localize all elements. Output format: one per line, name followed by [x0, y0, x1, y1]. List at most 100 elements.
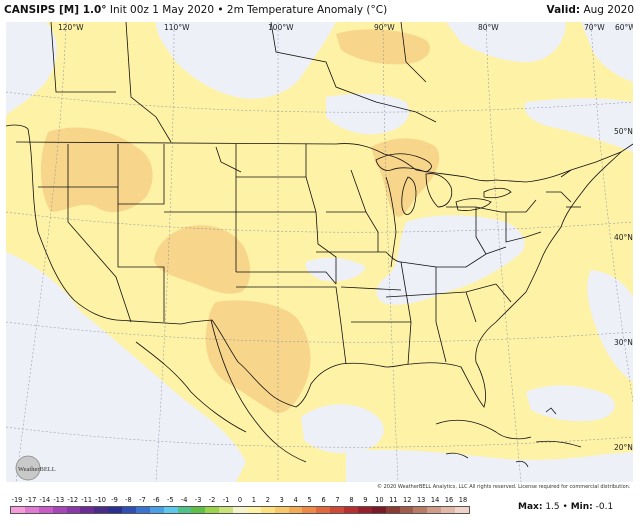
legend-color-cell	[413, 507, 428, 513]
legend-tick-label: 4	[293, 496, 298, 504]
legend-color-cell	[163, 507, 178, 513]
lon-label: 110°W	[164, 23, 190, 32]
color-legend: -19 -17 -14 -13 -12 -11 -10 -9 -8 -7 -6 -5 -4 -3 -2 -1 0…	[10, 495, 470, 521]
legend-tick-label: -19	[11, 496, 23, 504]
lat-label: 50°N	[614, 127, 633, 136]
logo-text: WeatherBELL	[18, 466, 56, 473]
legend-color-cell	[149, 507, 164, 513]
legend-color-cell	[38, 507, 53, 513]
lat-label: 40°N	[614, 233, 633, 242]
legend-tick-label: 0	[237, 496, 243, 504]
legend-color-cell	[122, 507, 136, 513]
copyright-notice: © 2020 WeatherBELL Analytics, LLC All ri…	[377, 484, 631, 490]
legend-tick-label: 16	[444, 496, 454, 504]
lon-label: 70°W	[584, 23, 605, 32]
anomaly-map: 120°W 110°W 100°W 90°W 80°W 70°W 60°W 50…	[6, 22, 633, 482]
legend-tick-label: -8	[125, 496, 132, 504]
legend-color-cell	[66, 507, 81, 513]
legend-color-cell	[135, 507, 150, 513]
longitude-labels: 120°W 110°W 100°W 90°W 80°W 70°W 60°W	[58, 23, 633, 32]
legend-color-cell	[427, 507, 442, 513]
legend-color-cell	[108, 507, 122, 513]
max-value: 1.5	[545, 502, 560, 512]
legend-tick-label: 14	[430, 496, 440, 504]
legend-tick-label: -12	[67, 496, 79, 504]
great-lakes	[375, 153, 512, 215]
init-time: Init 00z 1 May 2020	[109, 4, 215, 16]
legend-color-cell	[94, 507, 109, 513]
legend-tick-label: 3	[279, 496, 284, 504]
lon-label: 80°W	[478, 23, 499, 32]
legend-tick-label: 6	[321, 496, 326, 504]
legend-color-cell	[80, 507, 95, 513]
legend-tick-label: 10	[375, 496, 384, 504]
legend-color-cell	[177, 507, 192, 513]
legend-color-cell	[357, 507, 372, 513]
legend-ticks: -19 -17 -14 -13 -12 -11 -10 -9 -8 -7 -6 -5 -4 -3 -2 -1 0…	[10, 495, 470, 505]
legend-tick-label: -10	[95, 496, 106, 504]
legend-tick-label: -2	[208, 496, 216, 504]
lon-label: 100°W	[268, 23, 294, 32]
legend-tick-label: -7	[139, 496, 146, 504]
coastlines	[135, 319, 582, 468]
legend-tick-label: -13	[53, 496, 65, 504]
min-value: -0.1	[595, 502, 614, 512]
map-canvas: 120°W 110°W 100°W 90°W 80°W 70°W 60°W 50…	[6, 22, 633, 482]
legend-color-cell	[219, 507, 233, 513]
valid-period: Valid: Aug 2020	[547, 4, 634, 16]
legend-tick-label: 7	[335, 496, 340, 504]
legend-color-cell	[385, 507, 400, 513]
lat-label: 30°N	[614, 338, 633, 347]
lon-label: 60°W	[615, 23, 633, 32]
legend-tick-label: -14	[39, 496, 51, 504]
valid-value: Aug 2020	[583, 4, 634, 16]
legend-tick-label: 12	[403, 496, 412, 504]
legend-color-cell	[205, 507, 220, 513]
lat-label: 20°N	[614, 443, 633, 452]
lon-label: 120°W	[58, 23, 84, 32]
legend-tick-label: -17	[25, 496, 37, 504]
legend-tick-label: 9	[363, 496, 368, 504]
legend-tick-label: 18	[458, 496, 468, 504]
legend-color-cell	[344, 507, 358, 513]
legend-tick-label: 8	[349, 496, 354, 504]
legend-color-cell	[191, 507, 206, 513]
legend-color-cell	[302, 507, 317, 513]
valid-label: Valid:	[546, 4, 581, 16]
legend-tick-label: -4	[180, 496, 188, 504]
legend-tick-label: -5	[166, 496, 174, 504]
legend-color-cell	[24, 507, 39, 513]
legend-tick-label: -6	[153, 496, 160, 504]
legend-tick-label: -3	[194, 496, 202, 504]
min-label: Min:	[570, 502, 593, 512]
legend-color-cell	[233, 507, 247, 513]
legend-tick-label: 2	[265, 496, 270, 504]
model-name: CANSIPS [M] 1.0°	[4, 4, 107, 16]
legend-color-cell	[260, 507, 275, 513]
stats-separator: •	[562, 502, 568, 512]
max-label: Max:	[518, 502, 543, 512]
legend-tick-label: -11	[81, 496, 93, 504]
legend-tick-label: 5	[307, 496, 312, 504]
legend-color-cell	[11, 507, 25, 513]
header-bar: CANSIPS [M] 1.0° Init 00z 1 May 2020 • 2…	[0, 0, 640, 22]
legend-tick-label: 11	[389, 496, 398, 504]
legend-color-cell	[455, 507, 469, 513]
legend-color-cell	[399, 507, 414, 513]
legend-color-cell	[330, 507, 344, 513]
legend-color-cell	[371, 507, 386, 513]
legend-color-cell	[288, 507, 303, 513]
legend-color-cell	[316, 507, 331, 513]
graticule	[6, 22, 633, 482]
max-min-stats: Max: 1.5 • Min: -0.1	[518, 502, 613, 512]
legend-tick-label: 1	[251, 496, 256, 504]
legend-color-cell	[441, 507, 455, 513]
legend-tick-label: -1	[222, 496, 230, 504]
legend-colorbar	[10, 506, 470, 514]
weatherbell-logo: WeatherBELL	[14, 454, 72, 482]
legend-color-cell	[52, 507, 67, 513]
legend-tick-label: 13	[416, 496, 426, 504]
latitude-labels: 50°N 40°N 30°N 20°N	[614, 127, 633, 452]
political-borders	[6, 22, 633, 408]
legend-color-cell	[274, 507, 289, 513]
